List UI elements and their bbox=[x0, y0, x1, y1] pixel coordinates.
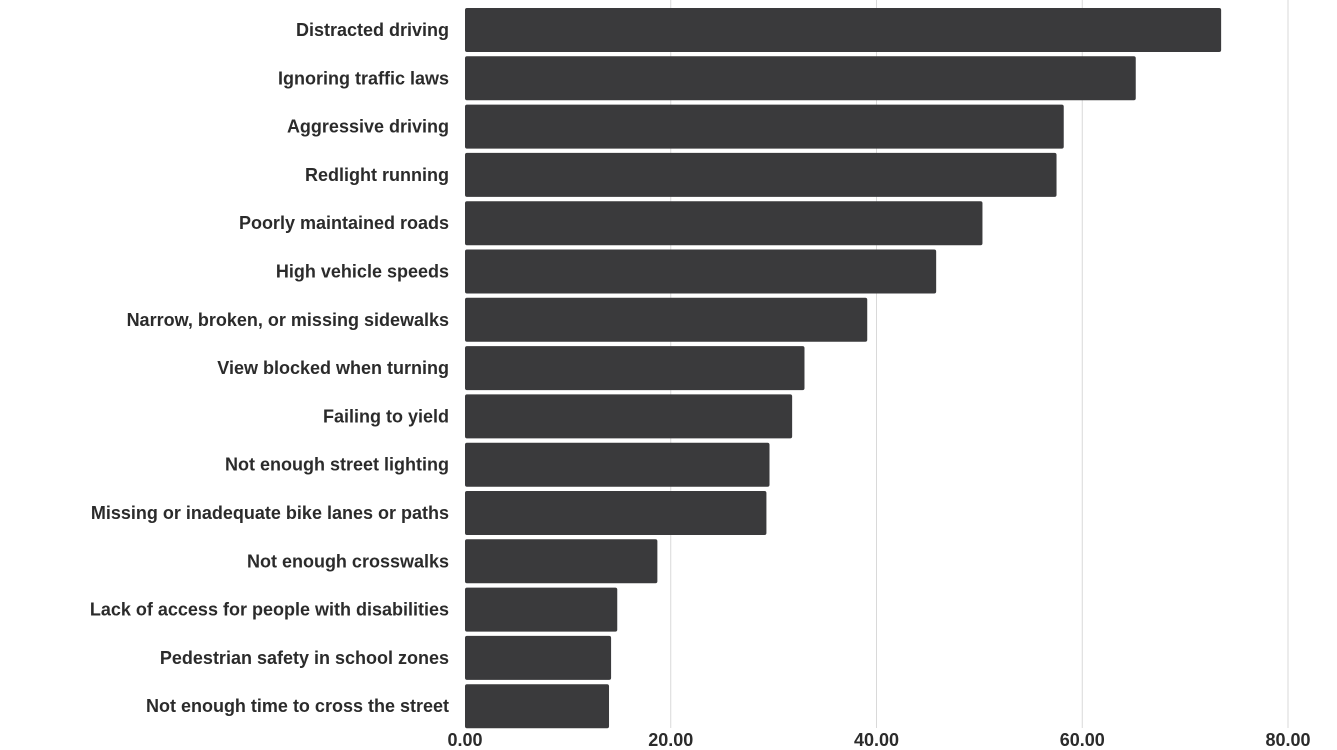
category-label: Narrow, broken, or missing sidewalks bbox=[127, 310, 449, 330]
bar bbox=[465, 249, 937, 294]
bar bbox=[465, 152, 1057, 197]
bars bbox=[465, 8, 1222, 729]
x-tick-label: 0.00 bbox=[447, 730, 482, 750]
bar bbox=[465, 8, 1222, 52]
category-labels: Distracted driving Ignoring traffic laws A… bbox=[90, 20, 449, 716]
category-label: Pedestrian safety in school zones bbox=[160, 648, 449, 668]
bar bbox=[465, 297, 868, 342]
x-tick-label: 20.00 bbox=[648, 730, 693, 750]
category-label: Lack of access for people with disabilit… bbox=[90, 600, 449, 620]
category-label: Poorly maintained roads bbox=[239, 213, 449, 233]
bar bbox=[465, 394, 793, 439]
category-label: View blocked when turning bbox=[217, 358, 449, 378]
category-label: Not enough street lighting bbox=[225, 455, 449, 475]
category-label: High vehicle speeds bbox=[276, 262, 449, 282]
bar bbox=[465, 346, 805, 391]
bar bbox=[465, 491, 767, 535]
bar bbox=[465, 684, 610, 729]
x-axis-ticks: 0.00 20.00 40.00 60.00 80.00 bbox=[447, 730, 1310, 750]
bar bbox=[465, 587, 618, 632]
category-label: Redlight running bbox=[305, 165, 449, 185]
bar bbox=[465, 104, 1064, 149]
bar bbox=[465, 56, 1136, 101]
x-tick-label: 60.00 bbox=[1060, 730, 1105, 750]
bar bbox=[465, 201, 983, 246]
x-tick-label: 40.00 bbox=[854, 730, 899, 750]
x-tick-label: 80.00 bbox=[1265, 730, 1310, 750]
bar bbox=[465, 635, 612, 680]
category-label: Not enough crosswalks bbox=[247, 551, 449, 571]
category-label: Missing or inadequate bike lanes or path… bbox=[91, 503, 449, 523]
category-label: Aggressive driving bbox=[287, 117, 449, 137]
category-label: Not enough time to cross the street bbox=[146, 696, 449, 716]
category-label: Distracted driving bbox=[296, 20, 449, 40]
bar bbox=[465, 539, 658, 584]
category-label: Ignoring traffic laws bbox=[278, 68, 449, 88]
category-label: Failing to yield bbox=[323, 406, 449, 426]
bar bbox=[465, 442, 770, 487]
